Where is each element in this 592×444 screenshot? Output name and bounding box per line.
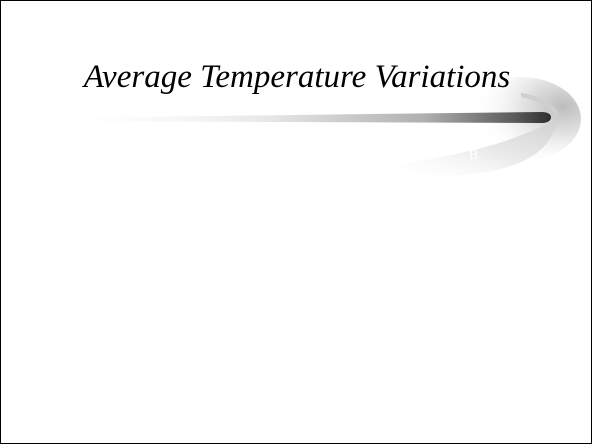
slide-title: Average Temperature Variations (83, 59, 511, 95)
swoosh-bar (41, 112, 551, 123)
swoosh-curl (521, 93, 560, 121)
swoosh-tail (381, 119, 557, 176)
faint-text: B (469, 148, 479, 163)
